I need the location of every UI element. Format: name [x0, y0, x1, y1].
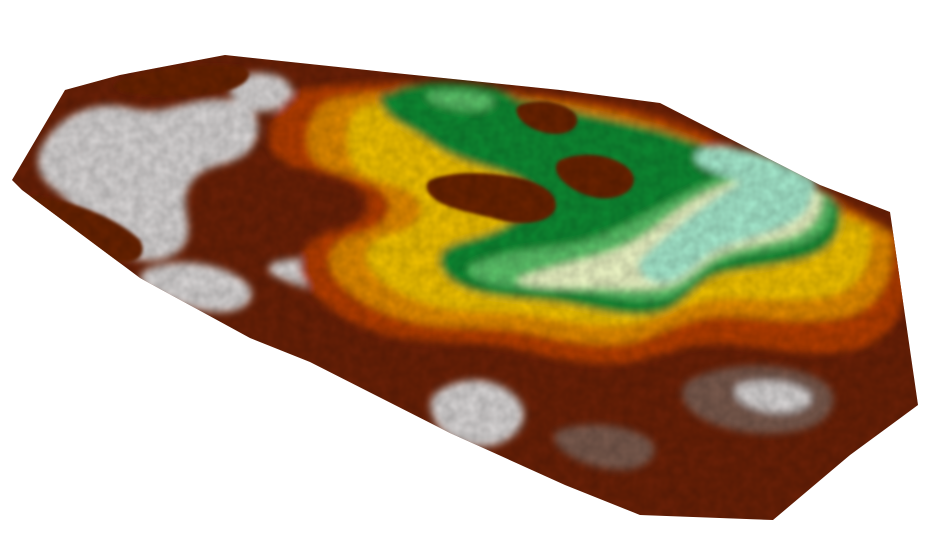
map-canvas	[12, 55, 918, 520]
elevation-map	[12, 55, 918, 520]
terrain-surface	[12, 55, 918, 520]
hillshade-texture	[12, 55, 918, 520]
